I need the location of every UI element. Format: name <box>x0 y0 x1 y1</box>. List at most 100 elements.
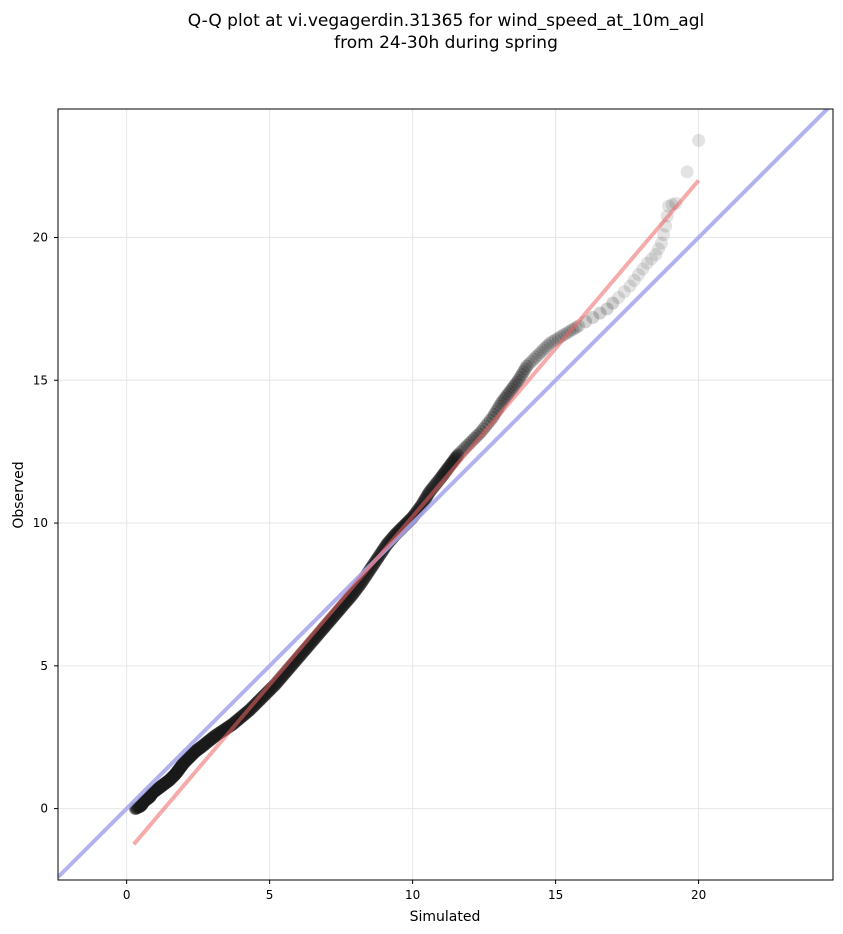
qq-point <box>183 750 197 764</box>
qq-point <box>194 740 208 754</box>
qq-point <box>143 789 157 803</box>
qq-point <box>515 368 529 382</box>
x-tick-label: 10 <box>405 888 420 902</box>
qq-point <box>158 777 172 791</box>
qq-point <box>136 796 150 810</box>
qq-point <box>173 762 187 776</box>
qq-point <box>253 692 267 706</box>
qq-point <box>170 765 184 779</box>
chart-title-line-2: from 24-30h during spring <box>334 33 558 53</box>
qq-point <box>147 784 161 798</box>
qq-point <box>518 362 532 376</box>
qq-point <box>174 760 188 774</box>
qq-point <box>197 738 211 752</box>
qq-point <box>183 750 197 764</box>
qq-point <box>168 768 182 782</box>
qq-point <box>612 290 626 304</box>
qq-point <box>176 756 190 770</box>
qq-point <box>173 761 187 775</box>
qq-point <box>163 773 177 787</box>
qq-point <box>144 788 158 802</box>
qq-point <box>136 796 150 810</box>
qq-point <box>136 796 150 810</box>
qq-point <box>146 785 160 799</box>
qq-point <box>148 784 162 798</box>
qq-point <box>132 800 146 814</box>
y-tick-label: 0 <box>40 802 48 816</box>
qq-point <box>135 797 149 811</box>
qq-point <box>147 785 161 799</box>
qq-point <box>177 755 191 769</box>
qq-point <box>208 729 222 743</box>
qq-point <box>169 766 183 780</box>
qq-point <box>644 252 658 266</box>
x-tick-label: 0 <box>123 888 131 902</box>
qq-point <box>205 731 219 745</box>
qq-point <box>140 792 154 806</box>
qq-point <box>593 306 607 320</box>
qq-point <box>186 747 200 761</box>
qq-point <box>529 350 543 364</box>
qq-point <box>152 781 166 795</box>
qq-point <box>164 771 178 785</box>
qq-point <box>692 133 706 147</box>
qq-point <box>167 769 181 783</box>
qq-point <box>182 751 196 765</box>
qq-point <box>606 296 620 310</box>
qq-point <box>162 773 176 787</box>
qq-point <box>617 285 631 299</box>
qq-point <box>166 769 180 783</box>
qq-point <box>139 793 153 807</box>
qq-point <box>207 730 221 744</box>
qq-point <box>133 799 147 813</box>
qq-point <box>652 242 666 256</box>
qq-point <box>135 797 149 811</box>
qq-point <box>155 779 169 793</box>
qq-point <box>534 345 548 359</box>
qq-point <box>165 770 179 784</box>
qq-point <box>158 776 172 790</box>
qq-point <box>178 754 192 768</box>
qq-point <box>181 752 195 766</box>
qq-point <box>508 378 522 392</box>
qq-point <box>149 783 163 797</box>
qq-point <box>522 357 536 371</box>
qq-point <box>212 726 226 740</box>
qq-point <box>171 764 185 778</box>
qq-point <box>137 794 151 808</box>
qq-point <box>156 778 170 792</box>
qq-point <box>169 766 183 780</box>
qq-point <box>175 759 189 773</box>
qq-point <box>175 758 189 772</box>
x-tick-label: 15 <box>548 888 563 902</box>
qq-point <box>131 800 145 814</box>
qq-point <box>517 365 531 379</box>
qq-point <box>194 741 208 755</box>
qq-point <box>192 742 206 756</box>
x-axis-label: Simulated <box>410 909 481 925</box>
qq-point <box>165 771 179 785</box>
qq-point <box>163 773 177 787</box>
x-tick-label: 20 <box>691 888 706 902</box>
qq-point <box>192 742 206 756</box>
qq-point <box>188 745 202 758</box>
qq-point <box>145 787 159 801</box>
qq-point <box>201 735 215 749</box>
data-points <box>128 133 706 816</box>
qq-point <box>600 302 614 316</box>
qq-point <box>253 693 267 707</box>
qq-point <box>225 717 239 731</box>
qq-point <box>525 354 539 368</box>
qq-point <box>536 343 550 357</box>
qq-point <box>202 734 216 748</box>
qq-point <box>557 328 571 342</box>
x-tick-label: 5 <box>266 888 274 902</box>
qq-point <box>206 731 220 745</box>
qq-point <box>184 749 198 763</box>
qq-point <box>138 793 152 807</box>
qq-point <box>159 776 173 790</box>
qq-point <box>172 763 186 777</box>
qq-point <box>196 739 210 753</box>
qq-point <box>153 780 167 794</box>
